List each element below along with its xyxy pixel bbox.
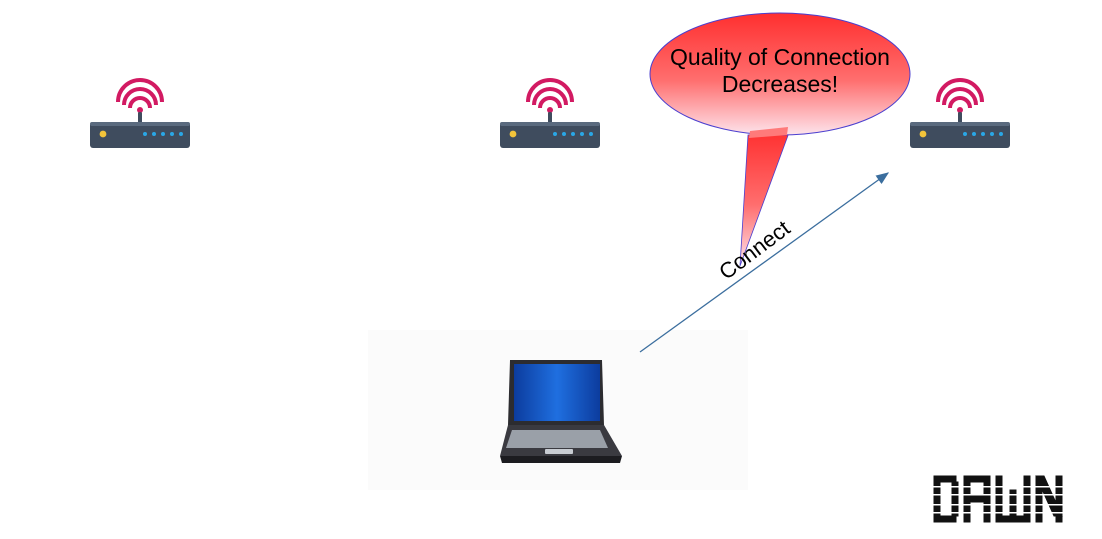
router-left-icon — [88, 78, 192, 150]
callout-seam — [749, 127, 788, 138]
callout-line-2: Decreases! — [721, 71, 839, 97]
connection-arrow — [639, 172, 890, 353]
laptop-icon — [500, 360, 622, 463]
router-middle-icon — [498, 78, 602, 150]
callout-text: Quality of Connection Decreases! — [648, 44, 912, 98]
router-right-icon — [908, 78, 1012, 150]
dawn-logo — [930, 475, 1070, 523]
callout-line-1: Quality of Connection — [670, 44, 890, 70]
